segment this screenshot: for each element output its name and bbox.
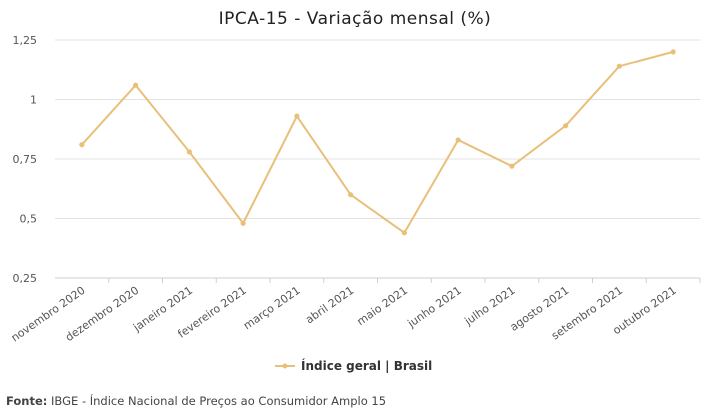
data-point[interactable]	[133, 82, 139, 88]
data-point[interactable]	[240, 220, 246, 226]
x-tick-label: junho 2021	[405, 284, 464, 331]
chart-title: IPCA-15 - Variação mensal (%)	[219, 9, 492, 29]
data-point[interactable]	[616, 63, 622, 69]
y-tick-label: 1	[30, 94, 37, 107]
series-layer	[79, 49, 676, 236]
data-point[interactable]	[186, 149, 192, 155]
legend-label: Índice geral | Brasil	[301, 358, 432, 373]
data-point[interactable]	[79, 142, 85, 148]
y-tick-label: 0,25	[13, 272, 38, 285]
data-point[interactable]	[455, 137, 461, 143]
x-tick-label: março 2021	[241, 284, 303, 333]
y-tick-label: 0,75	[13, 153, 38, 166]
data-point[interactable]	[401, 230, 407, 236]
legend-marker	[282, 363, 288, 369]
x-tick-label: abril 2021	[303, 284, 356, 327]
data-point[interactable]	[348, 192, 354, 198]
gridlines	[55, 39, 700, 279]
y-tick-label: 1,25	[13, 34, 38, 47]
series-line	[81, 50, 674, 234]
source-note: Fonte: IBGE - Índice Nacional de Preços …	[6, 393, 386, 408]
y-axis: 0,25 0,5 0,75 1 1,25	[13, 34, 38, 285]
data-point[interactable]	[509, 163, 515, 169]
data-point[interactable]	[670, 49, 676, 55]
x-tick-label: maio 2021	[355, 284, 411, 328]
source-text: IBGE - Índice Nacional de Preços ao Cons…	[51, 393, 386, 408]
legend[interactable]: Índice geral | Brasil	[275, 358, 432, 373]
data-point[interactable]	[563, 123, 569, 129]
data-point[interactable]	[294, 113, 300, 119]
source-label: Fonte:	[6, 394, 47, 408]
y-tick-label: 0,5	[20, 213, 38, 226]
